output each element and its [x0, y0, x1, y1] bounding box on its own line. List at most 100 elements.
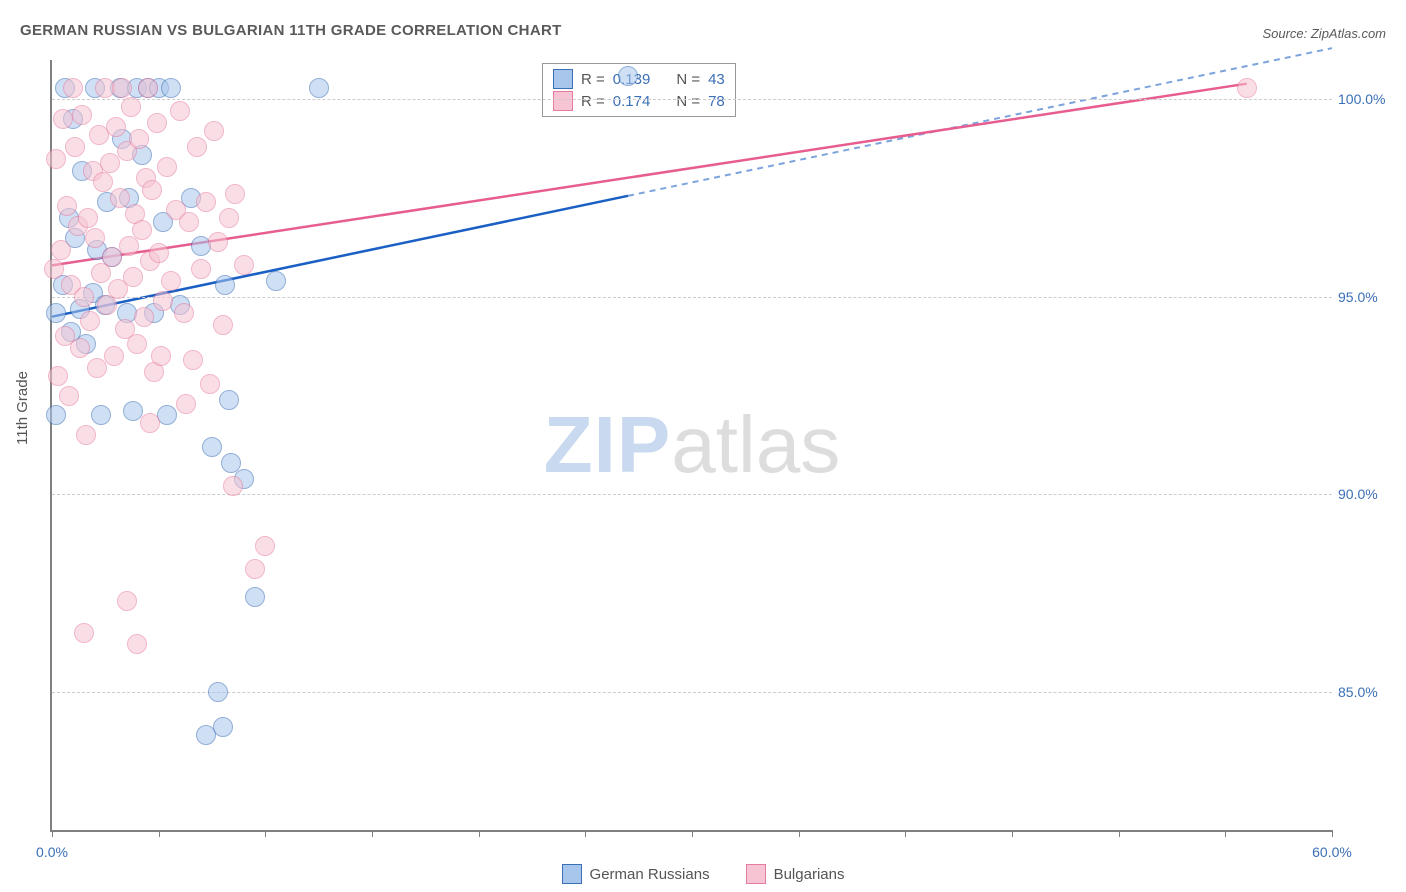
y-tick-label: 95.0%	[1338, 289, 1398, 305]
bulgarians-point	[142, 180, 162, 200]
bulgarians-point	[51, 240, 71, 260]
bulgarians-point	[147, 113, 167, 133]
bulgarians-point	[65, 137, 85, 157]
x-tick	[265, 830, 266, 837]
bottom-legend: German Russians Bulgarians	[0, 864, 1406, 884]
bulgarians-point	[100, 153, 120, 173]
bulgarians-point	[104, 346, 124, 366]
bulgarians-point	[138, 78, 158, 98]
x-tick	[159, 830, 160, 837]
bulgarians-point	[44, 259, 64, 279]
r-label: R =	[581, 93, 605, 110]
x-tick-label: 60.0%	[1312, 844, 1352, 860]
bulgarians-point	[70, 338, 90, 358]
bulgarians-point	[153, 291, 173, 311]
bulgarians-point	[187, 137, 207, 157]
x-tick	[692, 830, 693, 837]
bulgarians-point	[176, 394, 196, 414]
bulgarians-point	[255, 536, 275, 556]
bulgarians-point	[74, 623, 94, 643]
y-tick-label: 100.0%	[1338, 91, 1398, 107]
german_russians-point	[46, 303, 66, 323]
n-value: 43	[708, 71, 725, 88]
trend-lines-layer	[52, 60, 1332, 830]
bulgarians-point	[59, 386, 79, 406]
n-label: N =	[676, 71, 700, 88]
bulgarians-point	[234, 255, 254, 275]
german_russians-point	[213, 717, 233, 737]
x-tick	[372, 830, 373, 837]
bulgarians-point	[157, 157, 177, 177]
legend-label: German Russians	[590, 866, 710, 883]
bulgarians-point	[1237, 78, 1257, 98]
bulgarians-point	[208, 232, 228, 252]
bulgarians-point	[106, 117, 126, 137]
bulgarians-point	[204, 121, 224, 141]
legend-swatch	[553, 91, 573, 111]
legend-swatch	[553, 69, 573, 89]
gridline	[52, 297, 1332, 298]
x-tick	[799, 830, 800, 837]
bulgarians-point	[57, 196, 77, 216]
bulgarians-point	[191, 259, 211, 279]
bulgarians-point	[151, 346, 171, 366]
gridline	[52, 494, 1332, 495]
bulgarians-point	[48, 366, 68, 386]
bulgarians-point	[213, 315, 233, 335]
bulgarians-point	[149, 243, 169, 263]
german_russians-point	[618, 66, 638, 86]
r-value: 0.174	[613, 93, 651, 110]
bulgarians-point	[127, 634, 147, 654]
german_russians-point	[157, 405, 177, 425]
bulgarians-point	[85, 228, 105, 248]
bulgarians-point	[223, 476, 243, 496]
n-value: 78	[708, 93, 725, 110]
german_russians-point	[208, 682, 228, 702]
legend-swatch	[562, 864, 582, 884]
bulgarians-point	[140, 413, 160, 433]
chart-title: GERMAN RUSSIAN VS BULGARIAN 11TH GRADE C…	[20, 22, 562, 39]
n-label: N =	[676, 93, 700, 110]
bulgarians-point	[119, 236, 139, 256]
x-tick-label: 0.0%	[36, 844, 68, 860]
bulgarians-point	[121, 97, 141, 117]
bulgarians-point	[179, 212, 199, 232]
german_russians-point	[245, 587, 265, 607]
y-tick-label: 85.0%	[1338, 684, 1398, 700]
bulgarians-point	[80, 311, 100, 331]
legend-item-bulgarians: Bulgarians	[746, 864, 845, 884]
german_russians-point	[161, 78, 181, 98]
x-tick	[1332, 830, 1333, 837]
bulgarians-point	[46, 149, 66, 169]
bulgarians-point	[245, 559, 265, 579]
bulgarians-point	[76, 425, 96, 445]
german_russians-point	[46, 405, 66, 425]
bulgarians-point	[117, 591, 137, 611]
german_russians-point	[91, 405, 111, 425]
stats-row-german_russians: R =0.139N =43	[553, 68, 725, 90]
bulgarians-point	[110, 188, 130, 208]
bulgarians-point	[74, 287, 94, 307]
x-tick	[1012, 830, 1013, 837]
bulgarians-point	[63, 78, 83, 98]
legend-item-german_russians: German Russians	[562, 864, 710, 884]
y-tick-label: 90.0%	[1338, 486, 1398, 502]
german_russians-point	[215, 275, 235, 295]
x-tick	[905, 830, 906, 837]
bulgarians-point	[170, 101, 190, 121]
german_russians-point	[219, 390, 239, 410]
x-tick	[52, 830, 53, 837]
german_russians-point	[266, 271, 286, 291]
bulgarians-point	[219, 208, 239, 228]
source-label: Source: ZipAtlas.com	[1262, 26, 1386, 41]
bulgarians-point	[78, 208, 98, 228]
legend-swatch	[746, 864, 766, 884]
bulgarians-point	[72, 105, 92, 125]
german_russians-point	[309, 78, 329, 98]
gridline	[52, 99, 1332, 100]
stats-legend: R =0.139N =43R =0.174N =78	[542, 63, 736, 117]
bulgarians-point	[200, 374, 220, 394]
bulgarians-point	[87, 358, 107, 378]
plot-area: ZIPatlas R =0.139N =43R =0.174N =78 85.0…	[50, 60, 1332, 832]
bulgarians-point	[183, 350, 203, 370]
